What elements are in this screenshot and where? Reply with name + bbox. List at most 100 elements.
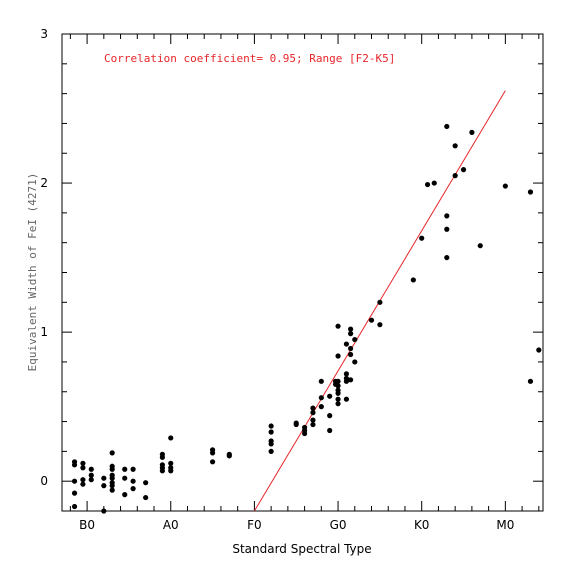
data-point: [348, 345, 354, 352]
y-axis-ticks: 0 1 2 3: [40, 27, 543, 512]
data-point: [71, 462, 78, 468]
data-point: [444, 213, 450, 219]
data-point: [88, 477, 94, 483]
data-point: [318, 378, 324, 384]
data-point: [327, 427, 333, 434]
x-tick-label: B0: [79, 518, 95, 532]
data-point: [377, 322, 383, 328]
data-point: [335, 353, 341, 359]
data-point: [159, 468, 165, 474]
data-point: [348, 326, 354, 332]
data-point: [327, 393, 333, 399]
y-tick-label: 3: [40, 27, 48, 41]
data-point: [109, 475, 115, 481]
data-point: [80, 481, 86, 487]
data-point: [310, 410, 316, 416]
data-point: [109, 483, 115, 489]
y-tick-label: 1: [40, 325, 48, 339]
data-point: [335, 323, 341, 329]
data-point: [88, 472, 94, 478]
x-tick-label: F0: [247, 518, 262, 532]
data-point: [452, 143, 458, 149]
data-point: [130, 486, 136, 492]
data-point: [335, 383, 341, 389]
data-point: [460, 167, 467, 173]
data-point: [527, 378, 534, 384]
data-point: [268, 441, 274, 447]
data-point: [101, 508, 107, 514]
data-point: [377, 299, 383, 305]
x-tick-label: A0: [163, 518, 179, 532]
data-point: [109, 487, 115, 493]
data-point: [335, 401, 341, 407]
data-point: [209, 459, 216, 465]
data-point: [327, 413, 333, 419]
data-point: [88, 466, 94, 472]
data-point: [301, 430, 308, 437]
data-point: [424, 181, 431, 188]
x-tick-label: K0: [414, 518, 430, 532]
data-point: [159, 454, 165, 460]
x-tick-label: G0: [330, 518, 347, 532]
data-point: [109, 466, 115, 472]
data-point: [335, 378, 341, 384]
data-point: [293, 421, 299, 428]
data-point: [536, 347, 542, 353]
data-point: [444, 226, 450, 232]
data-point: [130, 478, 136, 484]
data-point: [343, 378, 350, 384]
data-points: [71, 123, 542, 514]
data-point: [352, 336, 358, 343]
data-point: [310, 421, 316, 428]
data-point: [122, 492, 128, 498]
data-point: [502, 183, 508, 189]
data-point: [268, 448, 274, 454]
data-point: [444, 123, 450, 130]
data-point: [122, 475, 128, 481]
data-point: [410, 277, 416, 283]
data-point: [368, 317, 375, 323]
data-point: [343, 371, 350, 377]
data-point: [318, 395, 324, 401]
data-point: [348, 331, 354, 337]
data-point: [168, 468, 174, 474]
data-point: [348, 351, 354, 358]
data-point: [335, 396, 341, 402]
data-point: [71, 490, 78, 496]
data-point: [477, 243, 483, 249]
data-point: [335, 390, 341, 396]
data-point: [122, 466, 128, 472]
data-point: [71, 478, 78, 484]
data-point: [168, 435, 174, 441]
data-point: [348, 377, 354, 383]
data-point: [419, 235, 425, 241]
data-point: [310, 405, 316, 411]
plot-frame: [61, 33, 544, 512]
data-point: [101, 483, 107, 489]
data-point: [310, 417, 316, 423]
data-point: [452, 173, 458, 179]
x-axis-ticks: B0 A0 F0 G0 K0 M0: [69, 34, 540, 532]
data-point: [226, 453, 232, 459]
data-point: [343, 396, 350, 402]
data-point: [318, 404, 324, 410]
data-point: [209, 450, 216, 456]
data-point: [352, 359, 358, 365]
data-point: [268, 423, 274, 429]
data-point: [109, 450, 115, 456]
data-point: [343, 341, 350, 347]
data-point: [130, 466, 136, 472]
x-tick-label: M0: [496, 518, 514, 532]
y-axis-title: Equivalent Width of FeI (4271): [26, 173, 39, 372]
data-point: [143, 494, 149, 501]
data-point: [268, 429, 274, 435]
data-point: [80, 460, 86, 466]
data-point: [143, 480, 149, 486]
data-point: [444, 254, 450, 261]
x-axis-title: Standard Spectral Type: [232, 542, 371, 556]
data-point: [101, 475, 107, 481]
data-point: [80, 465, 86, 471]
y-tick-label: 2: [40, 176, 48, 190]
y-tick-label: 0: [40, 474, 48, 488]
